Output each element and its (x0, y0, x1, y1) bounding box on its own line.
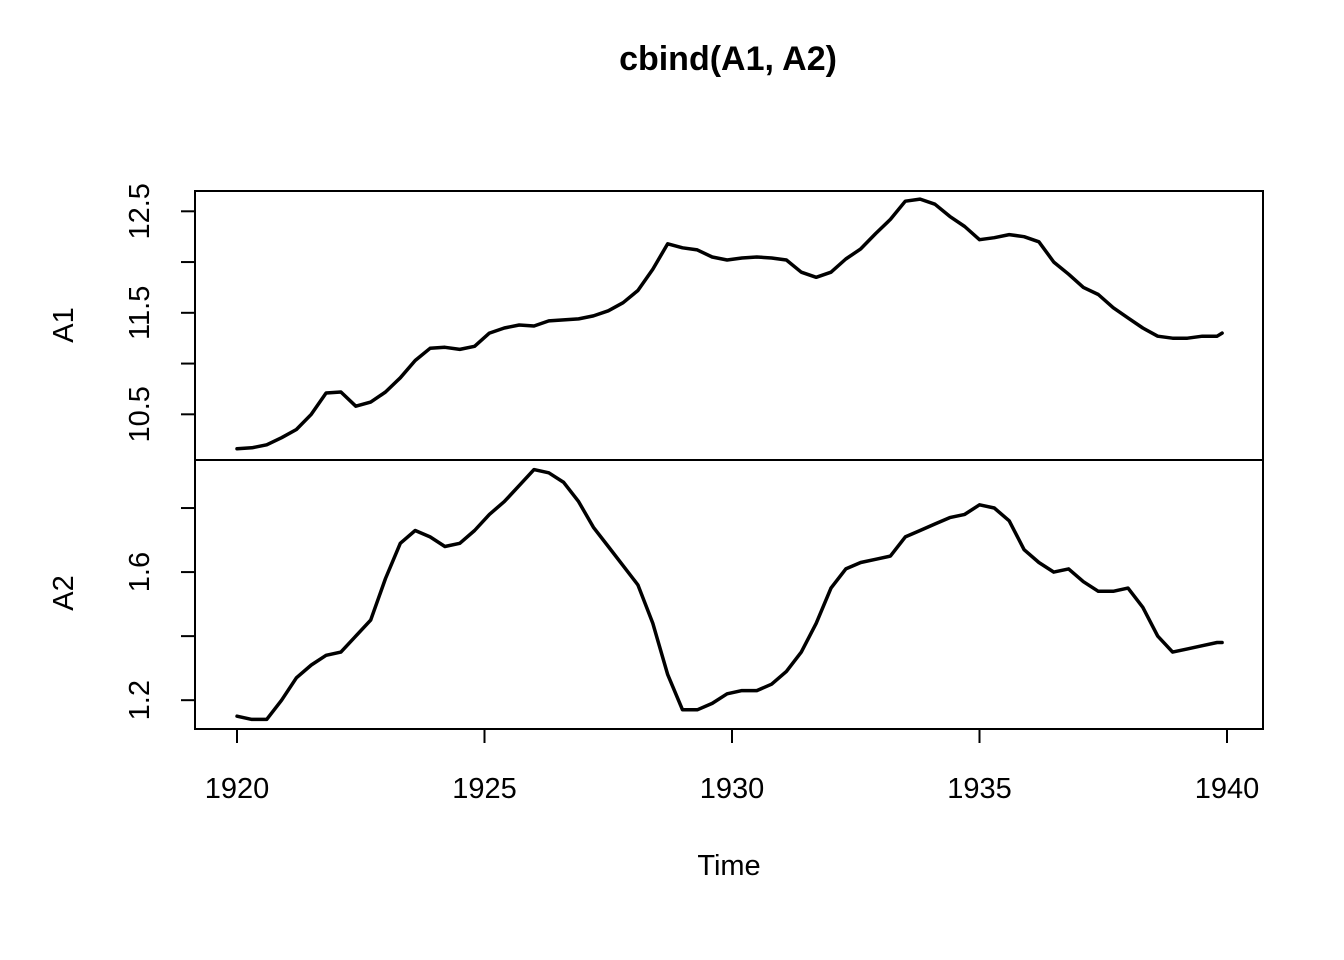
panel-a2: A2 1.2 1.6 (48, 459, 1264, 730)
panel-a1-ylabel: A1 (48, 307, 80, 342)
y-tick-label-a2: 1.2 (124, 680, 156, 720)
panel-a2-ylabel: A2 (48, 575, 80, 610)
panel-a1-y-axis: 10.5 11.5 12.5 (124, 183, 195, 443)
y-tick-label-a1: 12.5 (124, 183, 156, 239)
panel-a1: A1 10.5 11.5 12.5 (48, 183, 1264, 461)
x-tick-label: 1920 (205, 773, 270, 805)
panel-a2-y-axis: 1.2 1.6 (124, 507, 195, 720)
series-line-a1 (235, 197, 1224, 451)
x-tick-label: 1930 (700, 773, 765, 805)
y-tick-label-a1: 11.5 (124, 286, 156, 340)
y-tick-label-a1: 10.5 (124, 386, 156, 442)
x-tick-label: 1935 (947, 773, 1012, 805)
y-tick-label-a2: 1.6 (124, 552, 156, 592)
panel-a1-frame (194, 190, 1264, 461)
series-line-a2 (235, 467, 1224, 722)
x-axis: 1920 1925 1930 1935 1940 (205, 728, 1260, 805)
x-axis-label: Time (697, 850, 760, 882)
chart-title: cbind(A1, A2) (619, 40, 837, 78)
x-tick-label: 1940 (1195, 773, 1260, 805)
x-tick-label: 1925 (452, 773, 517, 805)
panel-a2-frame (194, 459, 1264, 730)
